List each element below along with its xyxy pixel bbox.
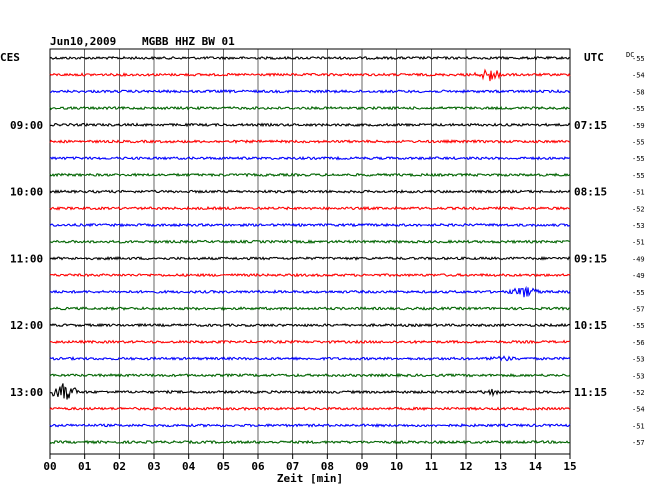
trace-line: [49, 285, 571, 298]
trace-line: [49, 139, 571, 144]
x-tick-label: 15: [563, 460, 576, 473]
trace-line: [49, 88, 571, 94]
right-time-label: 10:15: [574, 319, 607, 332]
trace-line: [49, 406, 571, 412]
x-tick-label: 03: [147, 460, 160, 473]
x-tick-label: 07: [286, 460, 299, 473]
x-tick-label: 12: [459, 460, 472, 473]
grid: [84, 49, 536, 454]
x-tick-label: 01: [78, 460, 92, 473]
trace-line: [49, 372, 571, 378]
dc-value: -55: [632, 55, 645, 63]
left-timezone-label: CES: [0, 51, 20, 64]
trace-line: [49, 189, 571, 194]
trace-line: [49, 255, 571, 261]
trace-line: [49, 155, 571, 161]
x-tick-label: 04: [182, 460, 196, 473]
trace-line: [50, 383, 571, 400]
dc-value: -49: [632, 255, 645, 263]
left-time-label: 09:00: [10, 119, 43, 132]
dc-value: -52: [632, 389, 645, 397]
right-time-labels: 07:15 08:15 09:15 10:15 11:15: [574, 119, 607, 399]
x-tick-label: 05: [217, 460, 230, 473]
dc-value: -55: [632, 172, 645, 180]
dc-value: -55: [632, 155, 645, 163]
left-time-label: 13:00: [10, 386, 43, 399]
dc-value: -55: [632, 322, 645, 330]
dc-value: -51: [632, 239, 645, 247]
x-tick-label: 10: [390, 460, 403, 473]
dc-header-label: DC: [626, 51, 634, 59]
x-tick-label: 02: [113, 460, 126, 473]
trace-line: [49, 122, 571, 128]
x-tick-label: 06: [251, 460, 265, 473]
x-tick-label: 14: [529, 460, 543, 473]
dc-value: -53: [632, 356, 645, 364]
trace-line: [49, 322, 571, 328]
dc-value: -55: [632, 139, 645, 147]
dc-value: -52: [632, 205, 645, 213]
trace-line: [49, 68, 571, 82]
dc-value: -55: [632, 289, 645, 297]
trace-line: [49, 205, 571, 211]
trace-line: [49, 105, 571, 111]
date-label: Jun10,2009: [50, 35, 116, 48]
trace-line: [49, 172, 571, 178]
left-time-label: 10:00: [10, 186, 43, 199]
right-time-label: 11:15: [574, 386, 607, 399]
right-time-label: 08:15: [574, 186, 607, 199]
x-tick-label: 09: [355, 460, 368, 473]
dc-value: -57: [632, 306, 645, 314]
x-tick-label: 11: [425, 460, 439, 473]
trace-line: [49, 306, 571, 311]
dc-value: -49: [632, 272, 645, 280]
dc-value: -53: [632, 372, 645, 380]
trace-line: [49, 439, 571, 445]
x-axis-label: Zeit [min]: [277, 472, 343, 485]
traces: [49, 55, 571, 445]
x-axis: 00 01 02 03 04 05 06 07 08 09 10 11 12 13 14 15: [43, 454, 577, 473]
trace-line: [49, 55, 571, 61]
dc-value: -51: [632, 422, 645, 430]
right-time-label: 09:15: [574, 252, 607, 265]
trace-line: [49, 355, 571, 362]
right-timezone-label: UTC: [584, 51, 604, 64]
dc-value: -59: [632, 122, 645, 130]
trace-line: [49, 239, 571, 245]
x-tick-label: 13: [494, 460, 507, 473]
plot-frame: [49, 48, 571, 455]
dc-value: -58: [632, 88, 645, 96]
dc-value: -54: [632, 72, 645, 80]
trace-line: [49, 339, 571, 345]
x-tick-label: 00: [43, 460, 56, 473]
left-time-labels: 09:00 10:00 11:00 12:00 13:00: [10, 119, 43, 399]
dc-value: -54: [632, 406, 645, 414]
dc-value: -57: [632, 439, 645, 447]
right-time-label: 07:15: [574, 119, 607, 132]
trace-line: [49, 272, 571, 278]
dc-value: -56: [632, 339, 645, 347]
dc-values: -55 -54 -58 -55 -59 -55 -55 -55 -51 -52 -53 -51 -49 -…: [632, 55, 645, 447]
station-label: MGBB HHZ BW 01: [142, 35, 235, 48]
trace-line: [49, 222, 571, 228]
x-tick-label: 08: [321, 460, 334, 473]
dc-value: -53: [632, 222, 645, 230]
trace-line: [49, 422, 571, 428]
dc-value: -55: [632, 105, 645, 113]
dc-value: -51: [632, 189, 645, 197]
left-time-label: 12:00: [10, 319, 43, 332]
left-time-label: 11:00: [10, 252, 43, 265]
